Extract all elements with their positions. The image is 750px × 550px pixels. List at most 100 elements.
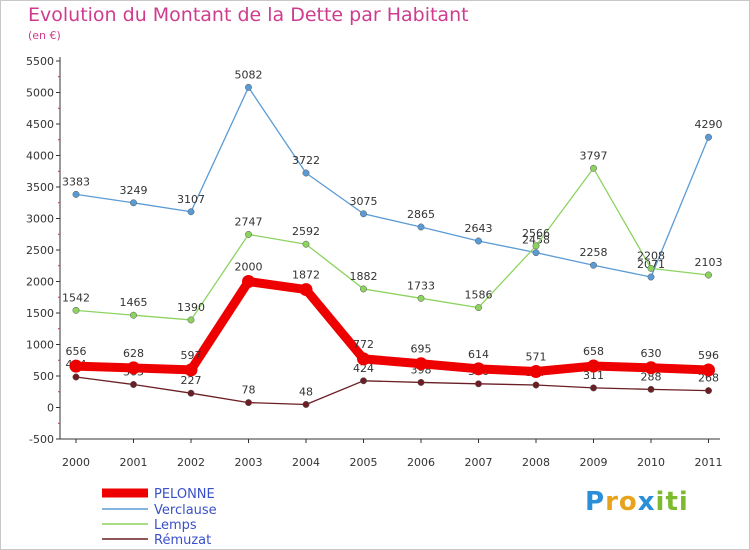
data-label: 288 xyxy=(641,370,662,383)
data-label: 1586 xyxy=(465,289,493,302)
y-tick-label: 500 xyxy=(33,370,54,383)
data-label: 656 xyxy=(66,345,87,358)
y-tick-label: 5500 xyxy=(26,55,54,68)
data-point xyxy=(702,363,715,377)
data-point xyxy=(532,242,540,250)
data-label: 311 xyxy=(583,369,604,382)
data-point xyxy=(590,261,597,269)
data-label: 2258 xyxy=(580,246,608,259)
data-point xyxy=(532,381,540,389)
y-tick-label: 1000 xyxy=(26,339,54,352)
y-tick-label: 3500 xyxy=(26,181,54,194)
data-label: 2000 xyxy=(235,261,263,274)
data-label: 2592 xyxy=(292,225,320,238)
data-point xyxy=(130,311,137,319)
x-tick-label: 2011 xyxy=(695,456,723,469)
data-point xyxy=(472,362,485,376)
data-point xyxy=(187,316,195,324)
data-label: 1465 xyxy=(120,296,148,309)
data-point xyxy=(127,361,140,375)
data-point xyxy=(529,365,543,379)
data-label: 2747 xyxy=(235,215,263,228)
data-label: 2103 xyxy=(695,256,723,269)
series-line-pelonne xyxy=(75,277,709,377)
data-point xyxy=(417,294,425,302)
data-point xyxy=(187,389,195,397)
data-label: 227 xyxy=(181,374,202,387)
data-point xyxy=(299,283,313,297)
x-tick-label: 2003 xyxy=(235,456,263,469)
data-point xyxy=(130,381,137,388)
data-point xyxy=(417,378,425,386)
data-label: 596 xyxy=(698,349,719,362)
data-label: 1872 xyxy=(292,269,320,282)
x-tick-label: 2005 xyxy=(350,456,378,469)
logo-letter: o xyxy=(618,487,638,517)
series-line-rémuzat xyxy=(75,376,709,406)
data-point xyxy=(242,275,255,288)
logo-letter: P xyxy=(585,487,606,517)
data-label: 695 xyxy=(411,343,432,356)
x-tick-label: 2007 xyxy=(465,456,493,469)
data-label: 78 xyxy=(242,384,256,397)
data-point xyxy=(130,199,137,207)
data-point xyxy=(644,361,658,375)
x-tick-label: 2002 xyxy=(177,456,205,469)
y-tick-label: 4000 xyxy=(26,150,54,163)
data-label: 5082 xyxy=(235,68,263,81)
logo-letter: i xyxy=(678,487,689,517)
data-label: 2643 xyxy=(465,222,493,235)
data-label: 630 xyxy=(641,347,662,360)
series-line-verclause xyxy=(75,86,710,278)
data-label: 3075 xyxy=(350,195,378,208)
legend-label: PELONNE xyxy=(154,487,215,502)
x-tick-label: 2004 xyxy=(292,456,320,469)
data-label: 1882 xyxy=(350,270,378,283)
logo-letter: t xyxy=(665,487,679,517)
data-point xyxy=(475,304,482,312)
data-point xyxy=(357,352,370,366)
data-point xyxy=(647,273,655,281)
data-point xyxy=(302,240,310,248)
data-point xyxy=(245,230,252,238)
data-point xyxy=(302,401,310,408)
data-point xyxy=(187,208,195,216)
logo-letter: r xyxy=(605,487,619,517)
data-label: 597 xyxy=(181,349,202,362)
y-tick-label: 1500 xyxy=(26,307,54,320)
data-label: 424 xyxy=(353,362,374,375)
y-tick-label: 2000 xyxy=(26,276,54,289)
legend-label: Rémuzat xyxy=(154,533,211,548)
data-point xyxy=(245,83,252,91)
data-point xyxy=(72,190,80,198)
data-point xyxy=(475,237,482,245)
logo-letter: x xyxy=(637,487,656,517)
data-label: 1733 xyxy=(407,279,435,292)
data-label: 614 xyxy=(468,348,489,361)
data-point xyxy=(414,357,428,371)
data-label: 3249 xyxy=(120,184,148,197)
data-label: 3383 xyxy=(62,175,90,188)
x-tick-label: 2006 xyxy=(407,456,435,469)
data-point xyxy=(72,306,80,314)
data-label: 1542 xyxy=(62,291,90,304)
x-tick-label: 2009 xyxy=(580,456,608,469)
data-label: 2865 xyxy=(407,208,435,221)
logo-letter: i xyxy=(655,487,666,517)
y-tick-label: 4500 xyxy=(26,118,54,131)
data-point xyxy=(475,380,482,388)
data-label: 658 xyxy=(583,345,604,358)
data-label: 2071 xyxy=(637,258,665,271)
data-label: 2208 xyxy=(637,249,665,262)
data-point xyxy=(184,363,198,377)
data-point xyxy=(647,385,655,393)
data-point xyxy=(705,271,712,279)
data-point xyxy=(705,133,712,141)
data-point xyxy=(360,210,367,218)
data-label: 2566 xyxy=(522,227,550,240)
data-label: 48 xyxy=(299,385,313,398)
data-label: 268 xyxy=(698,372,719,385)
data-point xyxy=(590,164,597,172)
